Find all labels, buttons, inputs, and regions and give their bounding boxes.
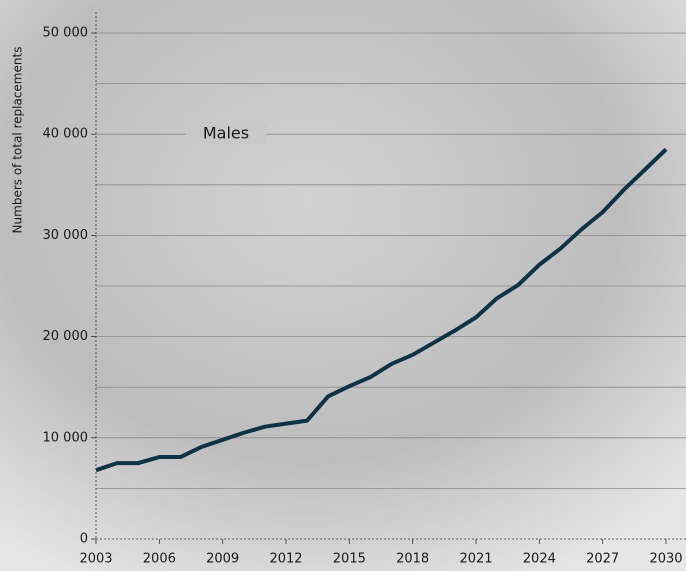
series-label: Males	[203, 124, 249, 143]
x-tick-label: 2027	[586, 552, 619, 567]
y-tick-label: 40 000	[43, 127, 89, 142]
y-tick-label: 30 000	[43, 228, 89, 243]
data-line	[95, 147, 668, 473]
y-tick-label: 50 000	[43, 26, 89, 41]
x-tick-label: 2021	[459, 552, 492, 567]
x-tick-label: 2009	[206, 552, 239, 567]
label-bg	[186, 124, 266, 145]
x-tick-label: 2018	[396, 552, 429, 567]
x-tick-label: 2012	[269, 552, 302, 567]
x-tick-label: 2015	[333, 552, 366, 567]
x-tick-label: 2030	[649, 552, 682, 567]
y-tick-label: 0	[80, 532, 88, 547]
x-tick-label: 2024	[523, 552, 556, 567]
x-tick-label: 2003	[79, 552, 112, 567]
y-tick-label: 10 000	[43, 430, 89, 445]
y-axis-label: Numbers of total replacements	[11, 47, 25, 234]
x-tick-label: 2006	[143, 552, 176, 567]
y-tick-label: 20 000	[43, 329, 89, 344]
